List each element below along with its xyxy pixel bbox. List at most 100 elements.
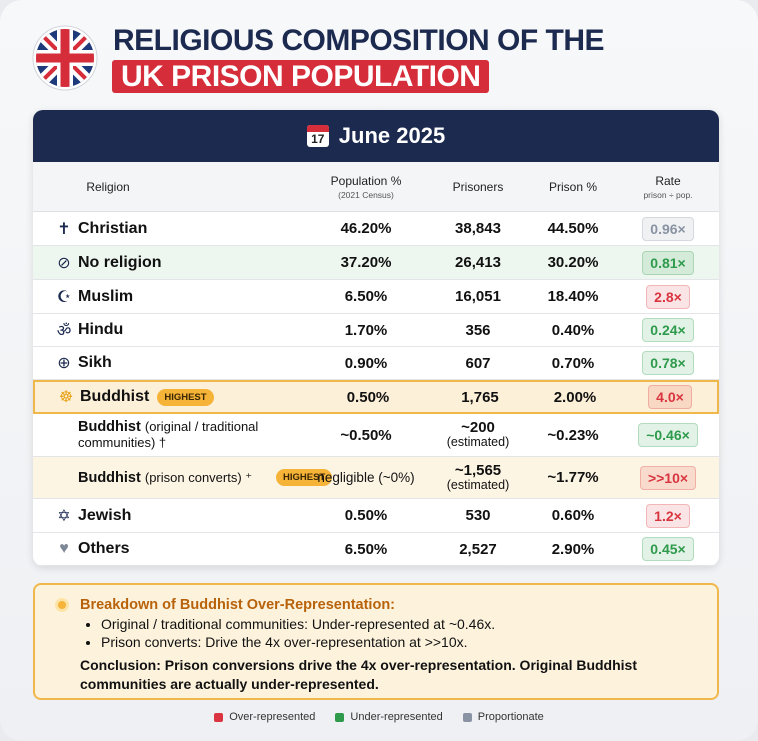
prisoners: 26,413 [428,246,528,279]
table-row: ♥ Others 6.50% 2,527 2.90% 0.45× [33,533,719,566]
religion-name-text: Buddhist [78,469,141,486]
column-label: Population % [330,174,402,188]
religion-icon: ☸ [58,389,74,406]
note-box: Breakdown of Buddhist Over-Representatio… [33,583,719,700]
prison-pct: ~0.23% [547,426,599,444]
rate-pill: 0.96× [642,216,694,241]
legend-label: Under-represented [350,711,443,723]
column-header-cell: Rate prison ÷ pop. [618,162,718,212]
population-pct: 0.50% [344,507,388,524]
prison-pct: 2.00% [553,388,597,406]
date: June 2025 [338,123,446,148]
religion-name-text: Hindu [78,321,124,338]
prison-pct: 44.50% [547,220,599,237]
population-pct: 6.50% [344,288,388,305]
rate-pill: 0.81× [642,250,694,275]
prisoners: ~1,565 (estimated) [428,457,528,498]
table-row: ⊕ Sikh 0.90% 607 0.70% 0.78× [33,347,719,380]
rate-cell: 0.45× [618,533,718,565]
table-card: 17 June 2025 Religion Population % (2021 C… [33,110,719,566]
column-label: Religion [86,180,130,194]
religion-name: Christian [78,212,147,245]
religion-name-text: Sikh [78,354,112,371]
religion-qualifier: (prison converts) ⁺ [144,469,253,485]
religion-icon: ✝ [57,220,71,238]
prisoners: 38,843 [428,212,528,245]
religion-icon: ✡ [57,507,71,525]
note-bullet: Original / traditional communities: Unde… [101,615,495,633]
religion-name: Hindu [78,314,123,346]
religion-name: Muslim [78,280,133,313]
rate-cell: 0.81× [618,246,718,279]
column-header-cell: Religion [33,162,183,212]
population-pct: negligible (~0%) [317,470,415,485]
table-row: ॐ Hindu 1.70% 356 0.40% 0.24× [33,314,719,347]
table-row: ☪ Muslim 6.50% 16,051 18.40% 2.8× [33,280,719,314]
rate-cell: 4.0× [620,382,719,412]
religion-name: Buddhist HIGHEST [80,382,214,412]
religion-name-text: No religion [78,253,162,271]
table-row: Buddhist (original / traditional communi… [33,414,719,457]
title-line-2: UK PRISON POPULATION [112,60,490,93]
prison-pct: 2.90% [551,540,595,558]
rate-cell: ~0.46× [618,414,718,456]
prisoners-value: ~200 [461,419,495,436]
prisoners-note: (estimated) [446,435,510,449]
column-header-cell: Prison % [528,162,618,212]
prisoners-value: 1,765 [461,388,499,406]
note-conclusion: Conclusion: Prison conversions drive the… [80,657,637,692]
religion-icon: ॐ [56,323,72,340]
rate-cell: 0.78× [618,347,718,379]
column-header-cell: Population % (2021 Census) [316,162,416,212]
rate-pill: ~0.46× [638,423,698,447]
rate-pill: 2.8× [646,284,690,309]
column-sublabel: prison ÷ pop. [643,190,693,200]
prisoners-value: 26,413 [455,254,501,271]
rate-pill: 0.24× [642,318,694,342]
note-title: Breakdown of Buddhist Over-Representatio… [80,597,396,613]
prisoners-value: 38,843 [455,220,501,237]
legend-label: Over-represented [229,711,316,723]
religion-name: No religion [78,246,162,279]
legend-item: Under-represented [335,711,443,723]
prison-pct: ~1.77% [547,469,599,486]
note-bullet: Prison converts: Drive the 4x over-repre… [101,633,495,651]
population-pct: 46.20% [340,220,392,237]
rate-pill: 4.0× [648,385,692,409]
prisoners-value: 607 [465,354,491,372]
prisoners-value: ~1,565 [454,461,502,479]
religion-name: Buddhist (original / traditional communi… [78,414,268,456]
prisoners-value: 530 [465,507,491,524]
population-pct: 0.50% [346,388,390,406]
religion-name-text: Buddhist [80,388,150,405]
table-row: Buddhist (prison converts) ⁺ HIGHEST negli… [33,457,719,499]
religion-icon: ⊘ [57,254,71,272]
religion-name-text: Jewish [78,506,132,524]
highest-badge: HIGHEST [276,469,333,486]
population-pct: 6.50% [344,540,388,558]
rate-cell: 2.8× [618,280,718,313]
title-line-1: RELIGIOUS COMPOSITION OF THE [113,24,605,57]
calendar-icon: 17 [306,125,329,147]
note-icon [55,598,69,612]
table-row: ✡ Jewish 0.50% 530 0.60% 1.2× [33,499,719,533]
prisoners: 356 [428,314,528,346]
religion-name: Sikh [78,347,112,379]
population-pct: ~0.50% [340,426,392,444]
prisoners: 2,527 [428,533,528,565]
religion-icon: ⊕ [57,355,71,372]
column-header-cell: Prisoners [428,162,528,212]
date-bar: 17 June 2025 [33,110,719,162]
religion-name: Buddhist (prison converts) ⁺ HIGHEST [78,457,333,498]
rate-pill: 1.2× [646,503,690,528]
religion-icon: ♥ [59,540,69,557]
religion-name-text: Muslim [78,287,134,305]
prison-pct: 0.60% [551,507,595,524]
column-header: Religion Population % (2021 Census) Prisone… [33,162,719,212]
prison-pct: 0.70% [551,354,595,372]
religion-name-text: Others [78,540,130,557]
prisoners: 607 [428,347,528,379]
uk-flag [32,25,98,91]
rate-cell: 0.24× [618,314,718,346]
legend-swatch [214,712,224,722]
